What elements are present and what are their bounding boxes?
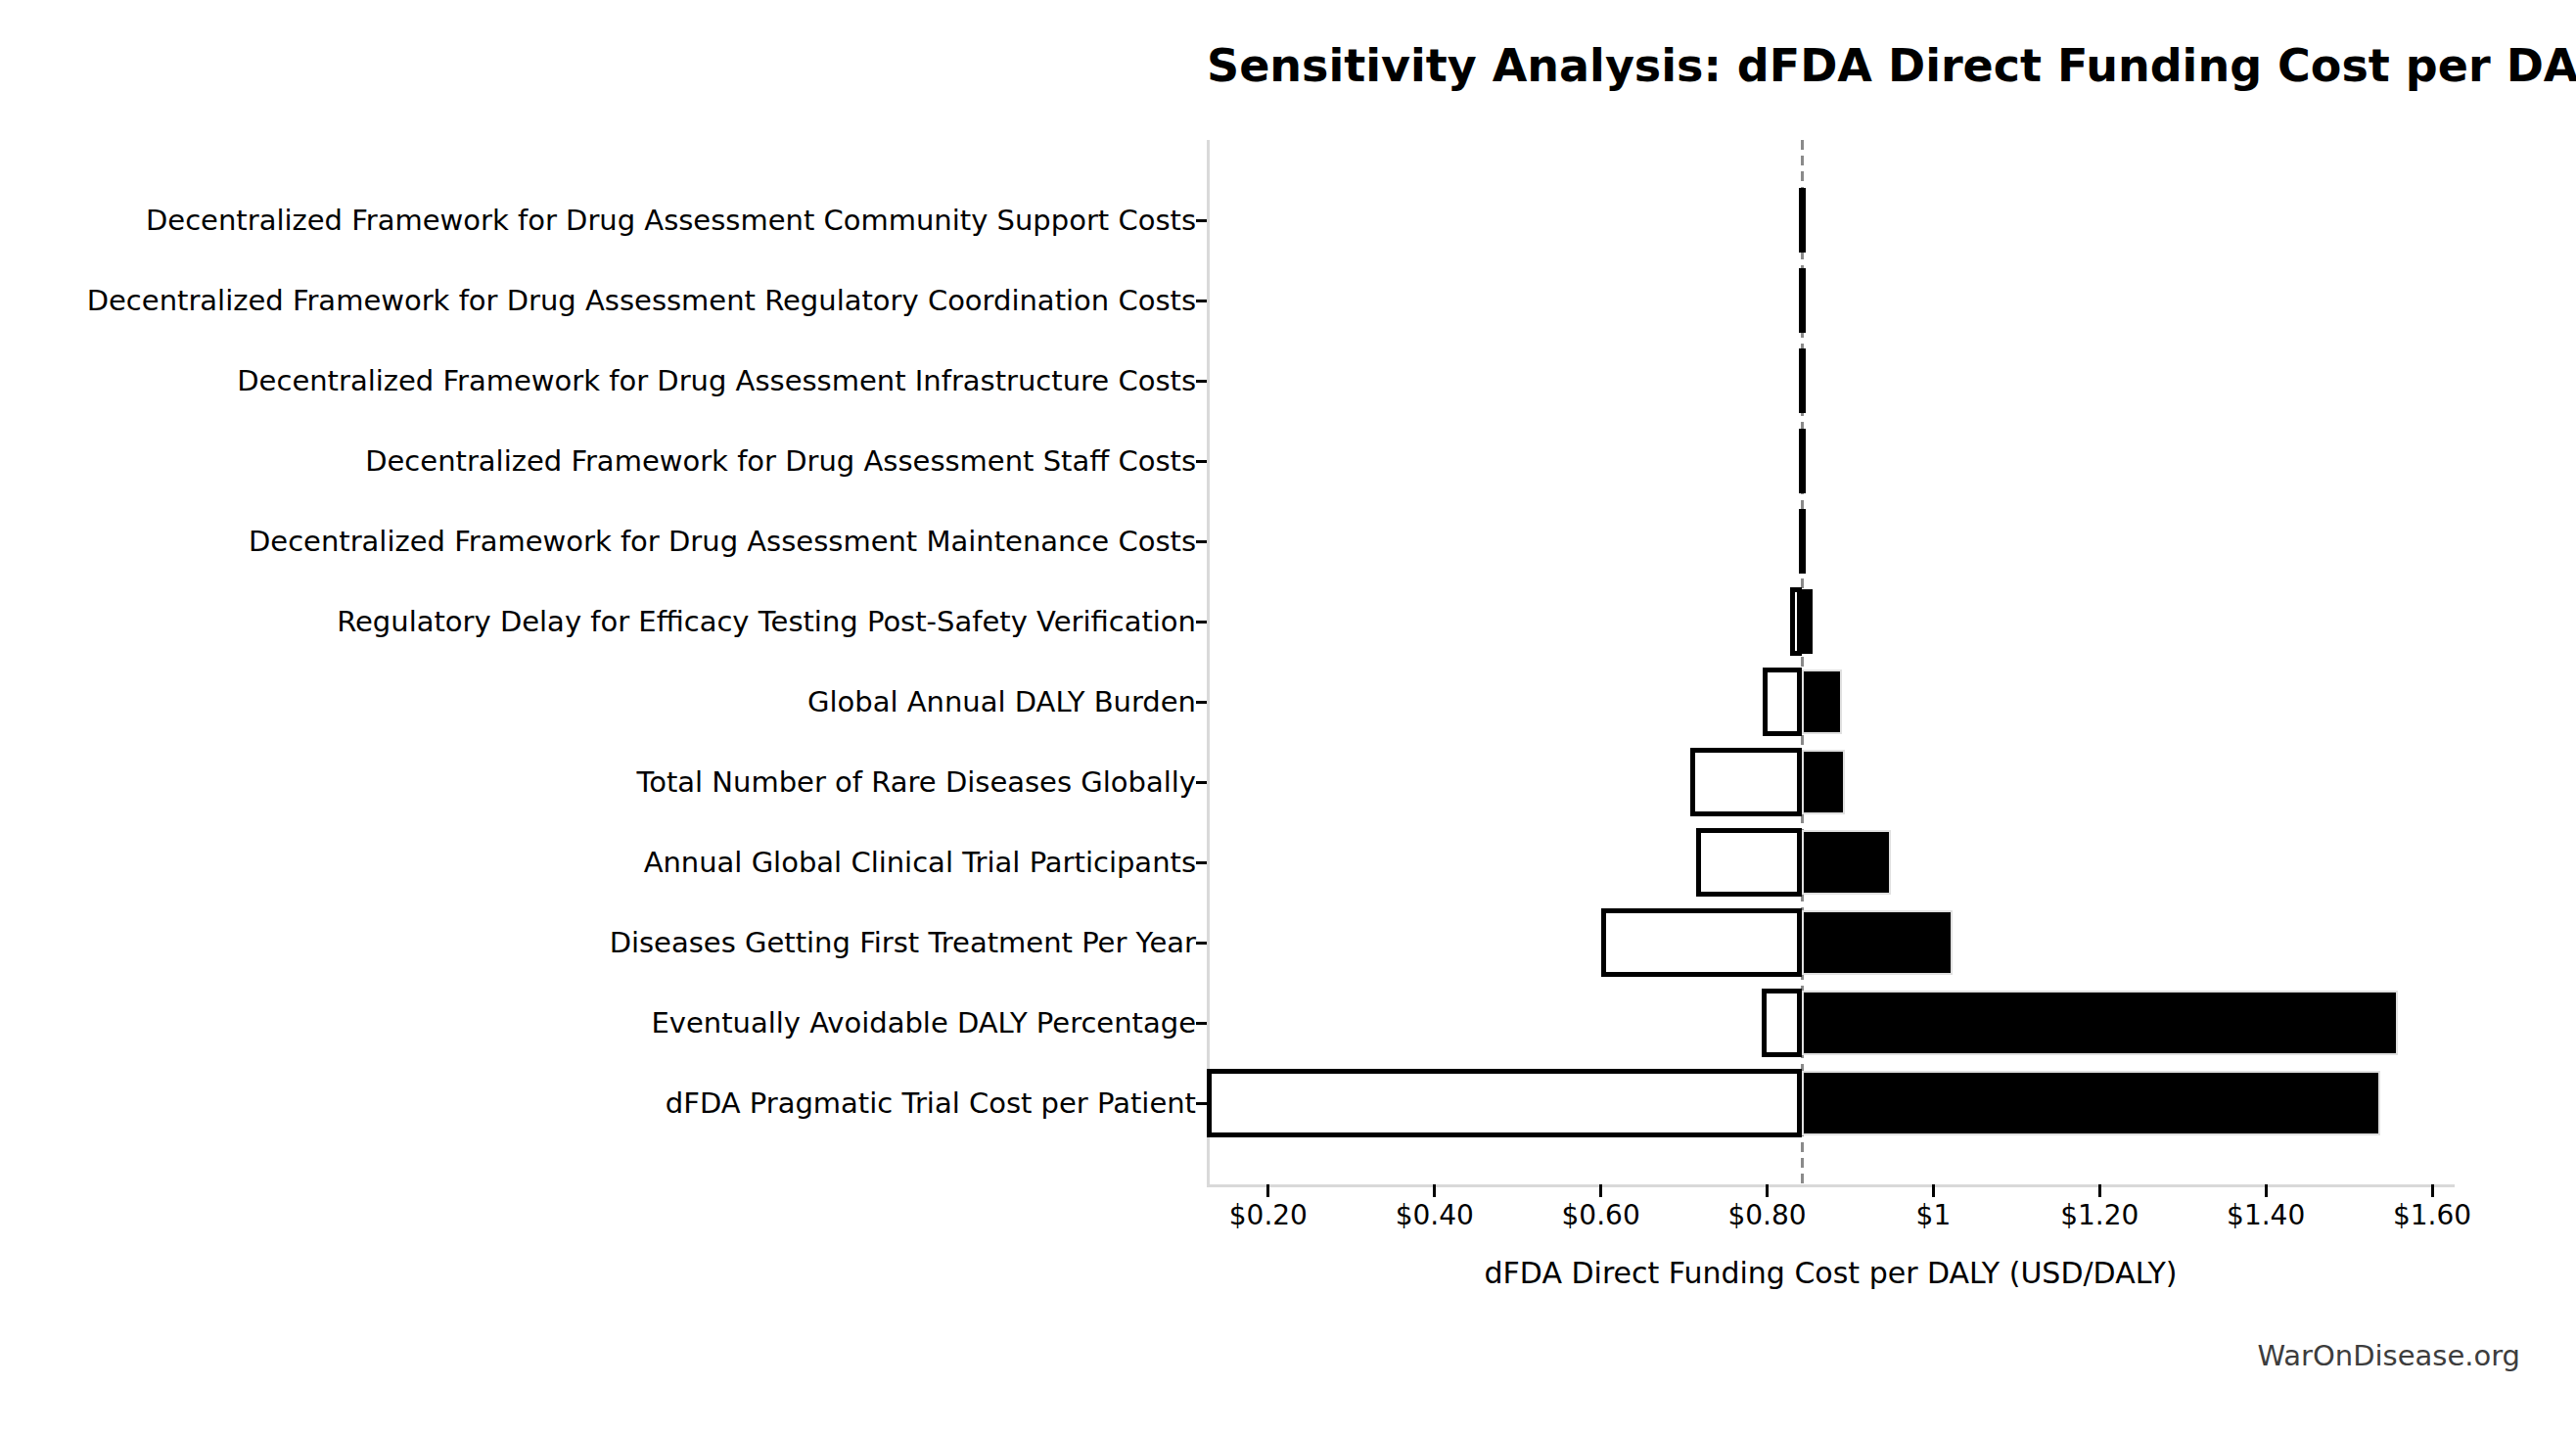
y-tick (1196, 942, 1207, 945)
bar-combined (1799, 509, 1806, 574)
y-tick (1196, 781, 1207, 784)
x-tick (2098, 1184, 2101, 1197)
y-tick (1196, 540, 1207, 543)
category-label: Eventually Avoidable DALY Percentage (0, 1003, 1196, 1042)
bar-low (1601, 908, 1802, 977)
bar-low (1690, 748, 1802, 816)
bar-combined (1799, 429, 1806, 493)
category-label: Decentralized Framework for Drug Assessm… (0, 361, 1196, 400)
category-label: Total Number of Rare Diseases Globally (0, 762, 1196, 802)
y-tick (1196, 1022, 1207, 1025)
category-label: Annual Global Clinical Trial Participant… (0, 843, 1196, 882)
y-tick (1196, 460, 1207, 463)
category-label: Decentralized Framework for Drug Assessm… (0, 201, 1196, 240)
x-axis-spine (1207, 1184, 2455, 1187)
x-tick-label: $1.60 (2334, 1198, 2530, 1233)
bar-low (1762, 989, 1803, 1057)
plot-area (1207, 140, 2455, 1184)
chart-title: Sensitivity Analysis: dFDA Direct Fundin… (1207, 39, 2455, 92)
x-tick (1433, 1184, 1436, 1197)
bar-combined (1799, 188, 1806, 253)
category-label: dFDA Pragmatic Trial Cost per Patient (0, 1084, 1196, 1123)
x-tick (1599, 1184, 1602, 1197)
bar-low (1696, 828, 1802, 897)
y-tick (1196, 861, 1207, 864)
y-tick (1196, 219, 1207, 222)
bar-high (1802, 750, 1845, 814)
y-tick (1196, 621, 1207, 624)
x-tick (2431, 1184, 2434, 1197)
bar-combined (1799, 348, 1806, 413)
x-tick (2265, 1184, 2268, 1197)
bar-high (1802, 991, 2398, 1055)
y-tick (1196, 300, 1207, 302)
x-tick (1932, 1184, 1935, 1197)
x-axis-label: dFDA Direct Funding Cost per DALY (USD/D… (1207, 1256, 2455, 1290)
bar-high (1802, 830, 1891, 895)
bar-low (1207, 1069, 1802, 1137)
y-tick (1196, 1102, 1207, 1105)
category-label: Diseases Getting First Treatment Per Yea… (0, 923, 1196, 962)
bar-combined (1799, 268, 1806, 333)
category-label: Decentralized Framework for Drug Assessm… (0, 281, 1196, 320)
y-axis-spine (1207, 140, 1210, 1184)
bar-low (1763, 668, 1802, 736)
x-tick (1266, 1184, 1269, 1197)
x-tick (1766, 1184, 1769, 1197)
y-tick (1196, 701, 1207, 704)
category-label: Decentralized Framework for Drug Assessm… (0, 441, 1196, 481)
y-tick (1196, 380, 1207, 383)
bar-high (1802, 670, 1842, 734)
bar-high (1802, 589, 1813, 654)
category-label: Global Annual DALY Burden (0, 682, 1196, 721)
category-label: Decentralized Framework for Drug Assessm… (0, 522, 1196, 561)
category-label: Regulatory Delay for Efficacy Testing Po… (0, 602, 1196, 641)
bar-low (1790, 587, 1802, 656)
watermark: WarOnDisease.org (2257, 1339, 2520, 1372)
sensitivity-chart-figure: Sensitivity Analysis: dFDA Direct Fundin… (0, 0, 2576, 1432)
bar-high (1802, 910, 1953, 975)
bar-high (1802, 1071, 2379, 1135)
